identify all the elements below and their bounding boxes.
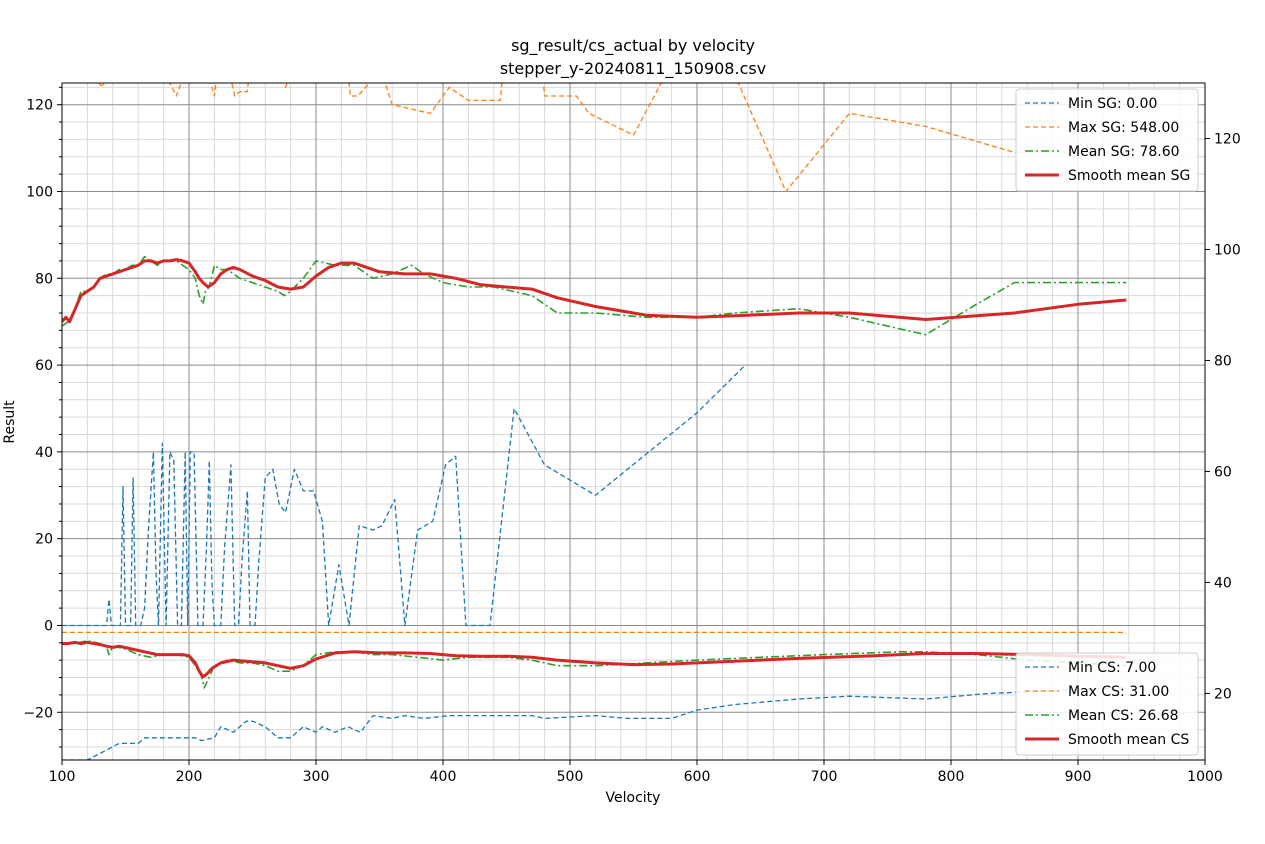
y2-tick-label: 20 — [1214, 686, 1232, 702]
legend-entry: Min CS: 7.00 — [1068, 660, 1156, 676]
x-tick-label: 100 — [49, 769, 76, 785]
y-tick-label: 60 — [35, 358, 53, 374]
series-line-mean-cs — [62, 639, 1127, 689]
legend-entry: Smooth mean CS — [1068, 732, 1189, 748]
legend-entry: Mean SG: 78.60 — [1068, 144, 1180, 160]
x-tick-label: 800 — [938, 769, 965, 785]
x-tick-label: 700 — [811, 769, 838, 785]
series-line-smooth-mean-sg — [62, 258, 1127, 324]
x-tick-label: 1000 — [1187, 769, 1223, 785]
chart-subtitle: stepper_y-20240811_150908.csv — [500, 59, 766, 79]
y-tick-label: 120 — [26, 98, 53, 114]
y2-tick-label: 80 — [1214, 353, 1232, 369]
grid — [61, 83, 1206, 760]
y-tick-label: 100 — [26, 184, 53, 200]
y-tick-label: 20 — [35, 532, 53, 548]
legend-entry: Mean CS: 26.68 — [1068, 708, 1179, 724]
y-tick-label: 0 — [44, 618, 53, 634]
y2-tick-label: 40 — [1214, 575, 1232, 591]
legend-cs: Min CS: 7.00 Max CS: 31.00 Mean CS: 26.68 S… — [1015, 652, 1199, 756]
x-tick-label: 200 — [176, 769, 203, 785]
y-tick-label: 40 — [35, 445, 53, 461]
y-tick-label: −20 — [23, 705, 53, 721]
x-tick-label: 600 — [684, 769, 711, 785]
x-axis-label: Velocity — [606, 790, 661, 806]
y2-tick-label: 60 — [1214, 464, 1232, 480]
series-layer — [62, 83, 1127, 760]
legend-entry: Max SG: 548.00 — [1068, 120, 1179, 136]
legend-entry: Smooth mean SG — [1068, 168, 1190, 184]
axes: 100 200 300 400 500 600 700 800 900 1000 −20 0 20 40 6… — [23, 86, 1241, 785]
legend-box — [1015, 652, 1199, 756]
chart-title: sg_result/cs_actual by velocity — [511, 36, 755, 56]
plot-frame — [61, 82, 1206, 761]
series-line-min-cs — [62, 687, 1127, 760]
y2-tick-label: 120 — [1214, 131, 1241, 147]
y2-tick-label: 100 — [1214, 242, 1241, 258]
series-line-smooth-mean-cs — [62, 640, 1127, 679]
x-tick-label: 300 — [303, 769, 330, 785]
x-tick-label: 500 — [557, 769, 584, 785]
x-tick-label: 400 — [430, 769, 457, 785]
legend-entry: Min SG: 0.00 — [1068, 96, 1157, 112]
series-line-min-sg — [62, 364, 746, 627]
x-tick-label: 900 — [1065, 769, 1092, 785]
legend-box — [1015, 88, 1199, 192]
y-tick-label: 80 — [35, 271, 53, 287]
legend-sg: Min SG: 0.00 Max SG: 548.00 Mean SG: 78.60… — [1015, 88, 1199, 192]
legend-entry: Max CS: 31.00 — [1068, 684, 1169, 700]
y-axis-label: Result — [2, 400, 18, 444]
